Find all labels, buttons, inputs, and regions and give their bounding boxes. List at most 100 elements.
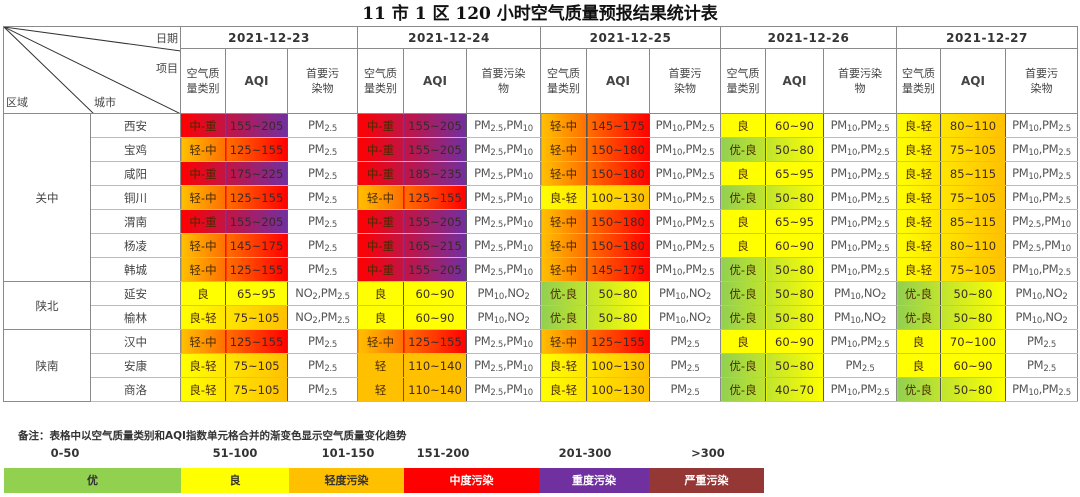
category-cell: 优-良 bbox=[720, 257, 766, 282]
legend-range-label: 0-50 bbox=[50, 446, 80, 460]
pollutant-cell: PM10,NO2 bbox=[1005, 281, 1078, 306]
aqi-cell: 65~95 bbox=[225, 281, 288, 306]
legend-swatch: 优 bbox=[4, 468, 181, 493]
aqi-cell: 125~155 bbox=[403, 329, 467, 354]
table-row: 安康 良-轻 75~105 PM2.5 轻 110~140 PM2.5,PM10 良-轻 100… bbox=[4, 353, 1078, 378]
category-cell: 良 bbox=[357, 281, 404, 306]
city-cell: 咸阳 bbox=[90, 161, 181, 186]
pollutant-cell: PM10,PM2.5 bbox=[823, 209, 897, 234]
city-cell: 延安 bbox=[90, 281, 181, 306]
aqi-cell: 75~105 bbox=[225, 377, 288, 402]
aqi-cell: 155~205 bbox=[403, 113, 467, 138]
date-header: 2021-12-27 bbox=[896, 26, 1078, 49]
category-cell: 良-轻 bbox=[896, 209, 941, 234]
legend-range-label: 201-300 bbox=[558, 446, 612, 460]
category-cell: 中-重 bbox=[180, 113, 226, 138]
category-cell: 轻-中 bbox=[540, 137, 587, 162]
pollutant-cell: PM10,PM2.5 bbox=[823, 377, 897, 402]
aqi-cell: 110~140 bbox=[403, 353, 467, 378]
legend-swatch: 良 bbox=[181, 468, 289, 493]
aqi-cell: 50~80 bbox=[586, 281, 650, 306]
aqi-cell: 75~105 bbox=[940, 137, 1006, 162]
city-cell: 铜川 bbox=[90, 185, 181, 210]
category-cell: 良-轻 bbox=[540, 353, 587, 378]
category-cell: 中-重 bbox=[357, 161, 404, 186]
date-header: 2021-12-26 bbox=[720, 26, 897, 49]
aqi-cell: 75~105 bbox=[940, 257, 1006, 282]
category-cell: 良-轻 bbox=[896, 185, 941, 210]
city-cell: 杨凌 bbox=[90, 233, 181, 258]
category-cell: 良-轻 bbox=[180, 305, 226, 330]
table-row: 关中 西安 中-重 155~205 PM2.5 中-重 155~205 PM2.5,PM10 轻… bbox=[3, 113, 1078, 282]
pollutant-cell: PM10,PM2.5 bbox=[649, 113, 721, 138]
aqi-cell: 40~70 bbox=[765, 377, 824, 402]
category-cell: 中-重 bbox=[357, 137, 404, 162]
city-cell: 西安 bbox=[90, 113, 181, 138]
pollutant-cell: PM10,PM2.5 bbox=[823, 161, 897, 186]
category-cell: 良 bbox=[720, 209, 766, 234]
city-cell: 宝鸡 bbox=[90, 137, 181, 162]
pollutant-cell: PM2.5 bbox=[287, 209, 358, 234]
header-corner-cell: 日期 项目 区域 城市 bbox=[3, 26, 181, 114]
aqi-cell: 175~225 bbox=[225, 161, 288, 186]
page-title: 11 市 1 区 120 小时空气质量预报结果统计表 bbox=[362, 4, 718, 24]
corner-label-city: 城市 bbox=[94, 96, 116, 109]
aqi-cell: 60~90 bbox=[765, 113, 824, 138]
city-cell: 渭南 bbox=[90, 209, 181, 234]
legend-range-label: 151-200 bbox=[416, 446, 470, 460]
aqi-cell: 150~180 bbox=[586, 233, 650, 258]
aqi-cell: 50~80 bbox=[940, 281, 1006, 306]
category-cell: 轻-中 bbox=[540, 233, 587, 258]
aqi-cell: 155~205 bbox=[403, 257, 467, 282]
legend-range-label: 101-150 bbox=[321, 446, 375, 460]
pollutant-cell: PM10,NO2 bbox=[649, 281, 721, 306]
pollutant-cell: PM10,PM2.5 bbox=[1005, 113, 1078, 138]
category-cell: 优-良 bbox=[720, 305, 766, 330]
category-cell: 轻-中 bbox=[540, 257, 587, 282]
category-cell: 良-轻 bbox=[896, 257, 941, 282]
aqi-cell: 50~80 bbox=[940, 377, 1006, 402]
aqi-cell: 100~130 bbox=[586, 377, 650, 402]
region-cell: 陕南 bbox=[3, 329, 91, 402]
table-row: 渭南 中-重 155~205 PM2.5 中-重 155~205 PM2.5,PM10 轻-中… bbox=[4, 209, 1078, 234]
pollutant-header: 首要污染物 bbox=[823, 48, 897, 114]
category-cell: 中-重 bbox=[357, 113, 404, 138]
city-cell: 商洛 bbox=[90, 377, 181, 402]
legend-swatch: 轻度污染 bbox=[289, 468, 404, 493]
corner-label-item: 项目 bbox=[156, 62, 178, 75]
aqi-cell: 60~90 bbox=[765, 233, 824, 258]
pollutant-cell: NO2,PM2.5 bbox=[287, 305, 358, 330]
aqi-cell: 60~90 bbox=[403, 305, 467, 330]
table-row: 陕北 延安良 65~95 NO2,PM2.5 良 60~90 PM10,NO2 优-良 50~8… bbox=[3, 281, 1078, 330]
table-row: 咸阳 中-重 175~225 PM2.5 中-重 185~235 PM2.5,PM10 轻-中… bbox=[4, 161, 1078, 186]
aqi-cell: 50~80 bbox=[940, 305, 1006, 330]
category-cell: 优-良 bbox=[720, 377, 766, 402]
aqi-cell: 125~155 bbox=[225, 185, 288, 210]
aqi-cell: 150~180 bbox=[586, 161, 650, 186]
aqi-header: AQI bbox=[225, 48, 288, 114]
pollutant-cell: PM10,PM2.5 bbox=[1005, 377, 1078, 402]
category-cell: 优-良 bbox=[896, 377, 941, 402]
pollutant-cell: PM10,NO2 bbox=[466, 305, 541, 330]
pollutant-cell: PM10,PM2.5 bbox=[649, 161, 721, 186]
aqi-cell: 155~205 bbox=[225, 113, 288, 138]
aqi-header: AQI bbox=[586, 48, 650, 114]
pollutant-cell: PM2.5,PM10 bbox=[466, 137, 541, 162]
category-header: 空气质量类别 bbox=[720, 48, 766, 114]
category-cell: 良 bbox=[896, 329, 941, 354]
aqi-cell: 80~110 bbox=[940, 113, 1006, 138]
category-cell: 优-良 bbox=[540, 305, 587, 330]
category-header: 空气质量类别 bbox=[896, 48, 941, 114]
pollutant-cell: PM10,PM2.5 bbox=[649, 209, 721, 234]
pollutant-cell: PM10,PM2.5 bbox=[823, 329, 897, 354]
pollutant-cell: PM2.5,PM10 bbox=[466, 233, 541, 258]
category-cell: 良-轻 bbox=[540, 377, 587, 402]
category-cell: 良-轻 bbox=[896, 113, 941, 138]
category-cell: 中-重 bbox=[357, 209, 404, 234]
aqi-cell: 50~80 bbox=[586, 305, 650, 330]
pollutant-cell: PM2.5,PM10 bbox=[466, 353, 541, 378]
pollutant-cell: PM2.5 bbox=[287, 377, 358, 402]
aqi-cell: 125~155 bbox=[225, 137, 288, 162]
date-header: 2021-12-24 bbox=[357, 26, 541, 49]
table-row: 陕南 汉中 轻-中 125~155 PM2.5 轻-中 125~155 PM2.5,PM10 轻… bbox=[3, 329, 1078, 402]
